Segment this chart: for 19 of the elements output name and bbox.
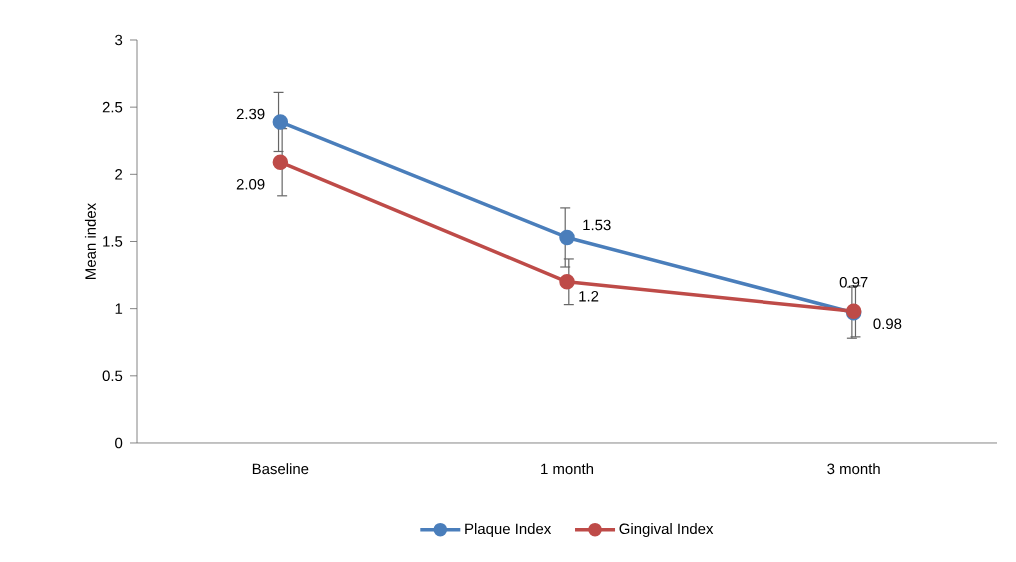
y-tick-label: 1: [115, 303, 123, 314]
legend-label: Gingival Index: [619, 523, 714, 538]
x-tick-label: 1 month: [541, 463, 594, 475]
data-label: 0.98: [873, 318, 902, 330]
y-tick-label: 2: [115, 169, 123, 180]
legend-label: Plaque Index: [465, 523, 552, 538]
y-tick-label: 3: [115, 34, 123, 46]
x-tick-label: Baseline: [252, 463, 309, 475]
data-label: 1.2: [579, 290, 599, 302]
data-label: 2.09: [236, 178, 265, 190]
y-tick-label: 1.5: [103, 236, 123, 247]
data-label: 1.53: [583, 219, 611, 231]
data-label: 0.97: [839, 276, 868, 288]
y-axis-title: Mean index: [84, 203, 96, 279]
data-label: 2.39: [236, 108, 265, 120]
y-tick-label: 0: [115, 437, 123, 449]
y-tick-label: 2.5: [102, 101, 123, 113]
y-tick-label: 0.5: [102, 370, 123, 382]
x-tick-label: 3 month: [827, 463, 880, 475]
